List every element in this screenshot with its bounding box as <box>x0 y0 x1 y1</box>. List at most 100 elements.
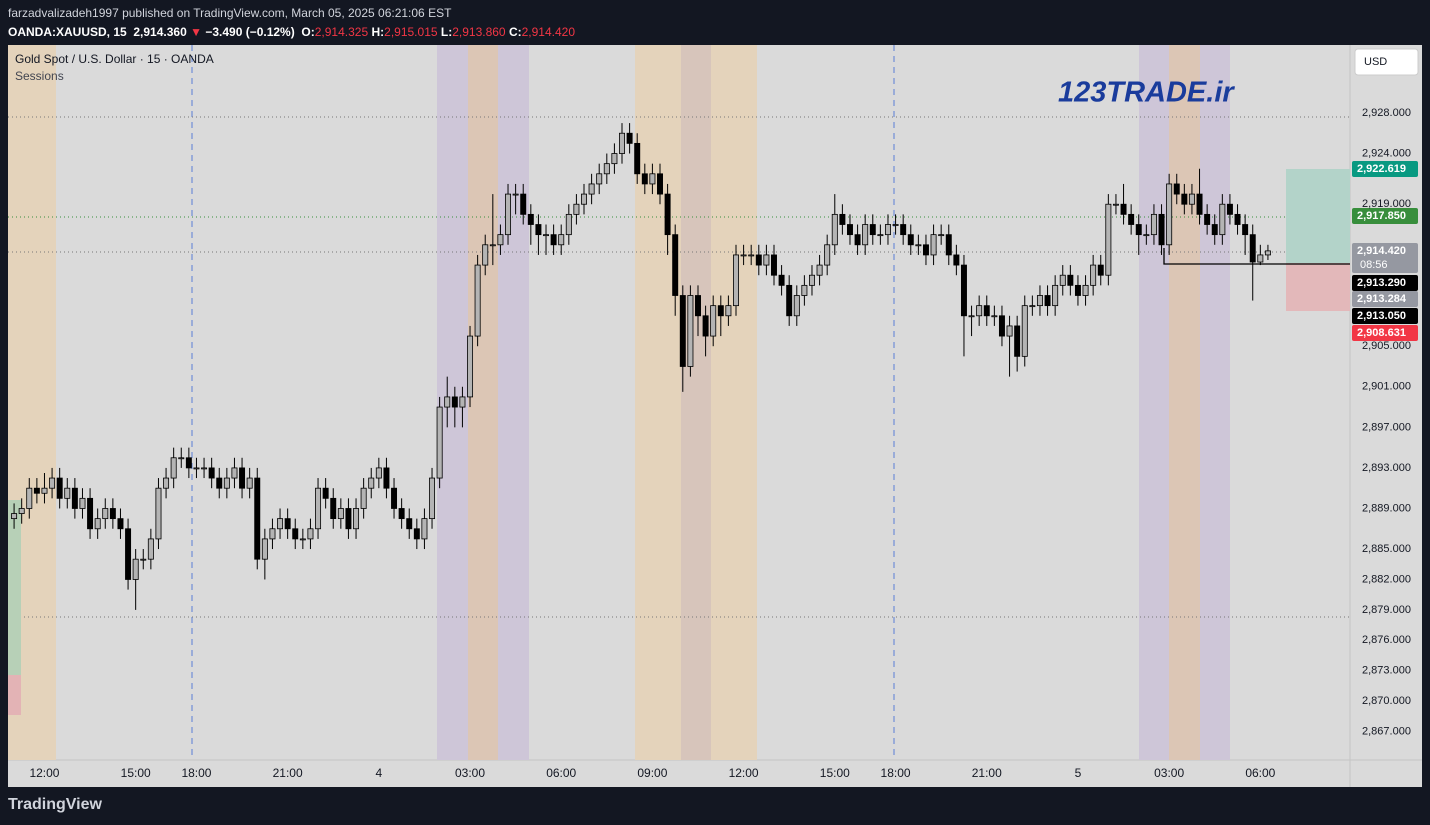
candle-body <box>672 234 679 296</box>
candle-body <box>505 193 512 236</box>
candle-body <box>702 315 709 337</box>
y-tick-label: 2,867.000 <box>1362 726 1411 738</box>
candle-body <box>413 528 420 540</box>
x-tick-label: 21:00 <box>273 766 303 780</box>
candle-body <box>725 305 732 317</box>
price-label: 2,922.619 <box>1357 163 1406 175</box>
y-tick-label: 2,873.000 <box>1362 665 1411 677</box>
candle-body <box>603 163 610 175</box>
price-label-box <box>1352 275 1418 291</box>
candle-body <box>998 315 1005 337</box>
candle-body <box>1143 234 1150 237</box>
candles <box>11 123 1271 610</box>
candle-body <box>626 132 633 144</box>
ohlc-value: 2,914.420 <box>521 25 576 39</box>
session-band <box>498 45 529 760</box>
candle-body <box>375 467 382 479</box>
candle-body <box>581 193 587 205</box>
candle-body <box>1166 183 1173 246</box>
candle-body <box>816 264 823 276</box>
candle-body <box>543 234 549 237</box>
candle-body <box>322 487 329 499</box>
x-tick-label: 03:00 <box>1154 766 1184 780</box>
candle-body <box>596 173 603 185</box>
price-label-box <box>1352 208 1418 224</box>
candle-body <box>611 153 618 165</box>
price-label-box <box>1352 161 1418 177</box>
x-tick-label: 18:00 <box>881 766 911 780</box>
candle-body <box>1014 325 1021 357</box>
candle-body <box>657 173 663 195</box>
candle-body <box>550 234 557 246</box>
ohlc: O:2,914.325 H:2,915.015 L:2,913.860 C:2,… <box>301 25 575 39</box>
candle-body <box>125 528 132 580</box>
candle-body <box>763 254 770 266</box>
candle-body <box>201 467 208 470</box>
footer: TradingView <box>8 796 102 814</box>
session-band <box>1139 45 1169 760</box>
candle-body <box>185 457 192 469</box>
candle-body <box>922 244 929 256</box>
candle-body <box>854 234 861 246</box>
candle-body <box>474 264 481 337</box>
ohlc-value: 2,914.325 <box>314 25 369 39</box>
watermark: 123TRADE.ir <box>1058 77 1235 109</box>
candle-body <box>1029 305 1036 308</box>
candle-body <box>748 254 755 257</box>
price-label: 2,913.050 <box>1357 310 1406 322</box>
candle-body <box>641 173 648 185</box>
candle-body <box>353 508 360 530</box>
x-tick-label: 15:00 <box>121 766 151 780</box>
price-label-box <box>1352 325 1418 341</box>
candle-body <box>330 497 337 520</box>
candle-body <box>1211 224 1218 236</box>
candle-body <box>398 508 405 520</box>
candle-body <box>261 538 268 560</box>
ohlc-key: H: <box>371 25 385 39</box>
candle-body <box>1158 213 1165 246</box>
candle-body <box>368 477 375 489</box>
candle-body <box>391 487 398 509</box>
candle-body <box>535 224 542 236</box>
candle-body <box>33 487 40 494</box>
candle-body <box>884 224 891 236</box>
candle-body <box>695 295 701 317</box>
candle-body <box>573 203 580 215</box>
candle-body <box>11 513 18 520</box>
candle-body <box>527 213 534 225</box>
candle-body <box>1006 325 1013 337</box>
candle-body <box>71 487 78 509</box>
candle-body <box>801 284 808 296</box>
candle-body <box>421 518 428 540</box>
candle-body <box>429 477 436 520</box>
candle-body <box>79 497 86 509</box>
currency-button[interactable] <box>1354 48 1419 76</box>
session-band <box>681 45 711 760</box>
candle-body <box>1120 203 1127 215</box>
symbol: OANDA:XAUUSD, 15 <box>8 25 127 39</box>
candle-body <box>1052 284 1059 307</box>
session-band <box>1200 45 1230 760</box>
candle-body <box>459 396 466 408</box>
candle-body <box>862 224 869 246</box>
candle-body <box>831 213 838 246</box>
candle-body <box>451 396 458 408</box>
candle-body <box>497 234 504 246</box>
ohlc-key: O: <box>301 25 315 39</box>
candle-body <box>976 305 983 317</box>
candle-body <box>170 457 177 479</box>
candle-body <box>740 254 747 257</box>
candle-body <box>1249 234 1256 263</box>
candle-body <box>520 193 527 215</box>
candle-body <box>444 396 451 408</box>
candle-body <box>1264 250 1271 256</box>
x-tick-label: 12:00 <box>29 766 59 780</box>
candle-body <box>307 528 314 540</box>
last-price: 2,914.360 <box>133 25 187 39</box>
candle-body <box>983 305 990 317</box>
candle-body <box>793 295 800 317</box>
currency[interactable]: USD <box>1364 56 1387 68</box>
candle-body <box>968 315 975 318</box>
candle-body <box>619 132 625 154</box>
